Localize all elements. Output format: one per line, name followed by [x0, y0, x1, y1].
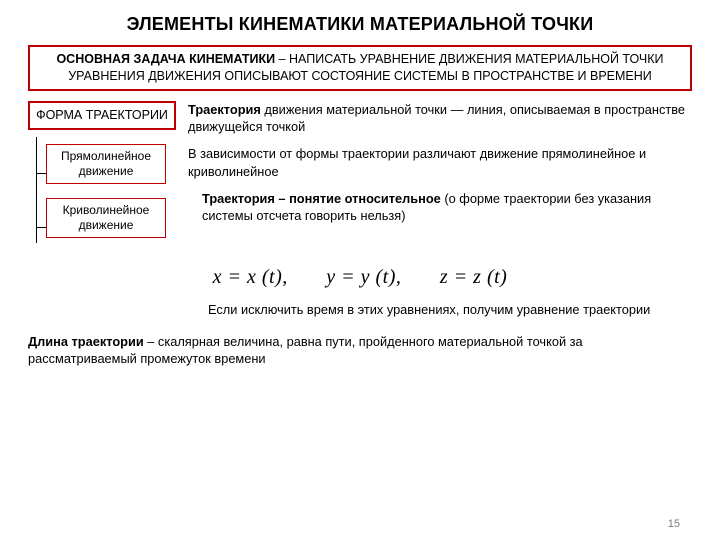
path-length: Длина траектории – скалярная величина, р… [28, 333, 692, 368]
trajectory-def-rest: движения материальной точки — линия, опи… [188, 102, 685, 134]
task-line1-rest: – НАПИСАТЬ УРАВНЕНИЕ ДВИЖЕНИЯ МАТЕРИАЛЬН… [275, 52, 663, 66]
trajectory-form-box: ФОРМА ТРАЕКТОРИИ [28, 101, 176, 131]
path-length-bold: Длина траектории [28, 334, 144, 349]
trajectory-relative-bold: Траектория – понятие относительное [202, 191, 441, 206]
eq-x: x = x (t), [213, 266, 288, 288]
linear-motion-box: Прямолинейное движение [46, 144, 166, 184]
trajectory-def: Траектория движения материальной точки —… [188, 101, 692, 136]
trajectory-relative: Траектория – понятие относительное (о фо… [202, 190, 692, 225]
page-number: 15 [668, 518, 680, 530]
page-title: ЭЛЕМЕНТЫ КИНЕМАТИКИ МАТЕРИАЛЬНОЙ ТОЧКИ [28, 14, 692, 35]
task-line1: ОСНОВНАЯ ЗАДАЧА КИНЕМАТИКИ – НАПИСАТЬ УР… [38, 51, 682, 68]
trajectory-def-bold: Траектория [188, 102, 261, 117]
eq-z: z = z (t) [440, 266, 507, 288]
mid-section: ФОРМА ТРАЕКТОРИИ Прямолинейное движение … [28, 101, 692, 253]
task-box: ОСНОВНАЯ ЗАДАЧА КИНЕМАТИКИ – НАПИСАТЬ УР… [28, 45, 692, 91]
right-column: Траектория движения материальной точки —… [188, 101, 692, 235]
eliminate-time: Если исключить время в этих уравнениях, … [208, 301, 672, 318]
task-line1-bold: ОСНОВНАЯ ЗАДАЧА КИНЕМАТИКИ [56, 52, 275, 66]
task-line2: УРАВНЕНИЯ ДВИЖЕНИЯ ОПИСЫВАЮТ СОСТОЯНИЕ С… [38, 68, 682, 85]
left-column: ФОРМА ТРАЕКТОРИИ Прямолинейное движение … [28, 101, 176, 253]
curvilinear-motion-box: Криволинейное движение [46, 198, 166, 238]
trajectory-types: В зависимости от формы траектории различ… [188, 145, 692, 180]
equations-row: x = x (t), y = y (t), z = z (t) [28, 266, 692, 289]
eq-y: y = y (t), [326, 266, 401, 288]
